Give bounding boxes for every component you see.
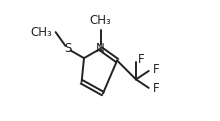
Text: F: F [152,63,159,76]
Text: CH₃: CH₃ [30,26,52,39]
Text: F: F [152,82,159,95]
Text: CH₃: CH₃ [90,14,111,27]
Text: S: S [64,42,71,55]
Text: F: F [138,53,145,66]
Text: N: N [96,42,105,55]
